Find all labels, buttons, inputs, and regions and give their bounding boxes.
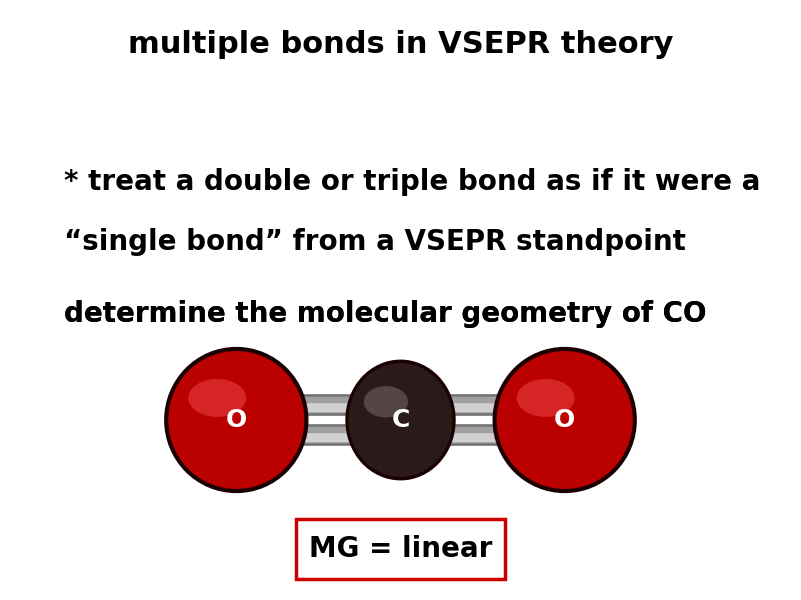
FancyBboxPatch shape xyxy=(170,397,631,413)
FancyBboxPatch shape xyxy=(170,427,631,443)
FancyBboxPatch shape xyxy=(296,519,505,579)
Text: O: O xyxy=(554,408,575,432)
Ellipse shape xyxy=(168,351,304,489)
Ellipse shape xyxy=(364,386,408,418)
Ellipse shape xyxy=(345,359,456,481)
Ellipse shape xyxy=(493,347,637,493)
FancyBboxPatch shape xyxy=(171,433,630,442)
Text: C: C xyxy=(392,408,409,432)
Ellipse shape xyxy=(348,363,453,477)
Text: “single bond” from a VSEPR standpoint: “single bond” from a VSEPR standpoint xyxy=(64,228,686,256)
Text: multiple bonds in VSEPR theory: multiple bonds in VSEPR theory xyxy=(127,30,674,59)
Ellipse shape xyxy=(164,347,308,493)
FancyBboxPatch shape xyxy=(169,394,632,416)
Text: determine the molecular geometry of CO: determine the molecular geometry of CO xyxy=(64,300,706,328)
Ellipse shape xyxy=(188,379,246,417)
Text: determine the molecular geometry of CO: determine the molecular geometry of CO xyxy=(64,300,706,328)
FancyBboxPatch shape xyxy=(171,403,630,412)
Text: O: O xyxy=(226,408,247,432)
Text: * treat a double or triple bond as if it were a: * treat a double or triple bond as if it… xyxy=(64,168,760,196)
Ellipse shape xyxy=(497,351,633,489)
Text: MG = linear: MG = linear xyxy=(309,535,492,563)
FancyBboxPatch shape xyxy=(169,424,632,446)
Ellipse shape xyxy=(517,379,574,417)
